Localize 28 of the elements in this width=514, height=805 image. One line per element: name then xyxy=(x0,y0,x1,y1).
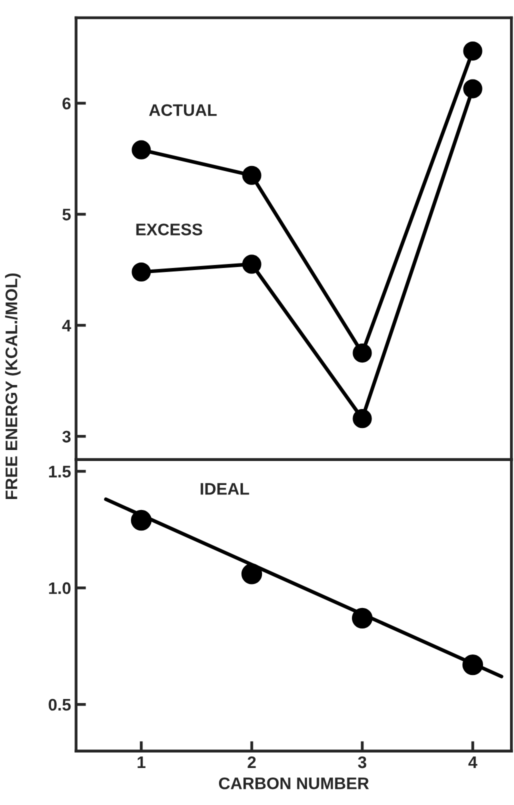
x-tick-label: 3 xyxy=(358,756,366,768)
point xyxy=(352,608,373,629)
series-label: ACTUAL xyxy=(149,104,217,116)
point xyxy=(463,41,482,61)
y-tick-label: 3 xyxy=(62,430,71,443)
y-tick-label: 6 xyxy=(62,98,71,110)
x-axis-title: CARBON NUMBER xyxy=(218,777,369,790)
x-tick-label: 2 xyxy=(248,756,256,768)
point xyxy=(463,79,482,98)
y-axis-title: FREE ENERGY (KCAL./MOL) xyxy=(5,273,21,500)
point xyxy=(241,564,262,584)
x-tick-label: 1 xyxy=(138,756,146,768)
point xyxy=(242,254,262,274)
y-tick-label: 1.5 xyxy=(49,466,71,478)
y-tick-label: 0.5 xyxy=(48,698,71,711)
y-tick-label: 4 xyxy=(62,320,72,332)
point xyxy=(352,344,372,363)
point xyxy=(242,166,262,185)
series-label: EXCESS xyxy=(136,224,202,236)
text: IDEAL xyxy=(200,483,250,495)
y-tick-label: 5 xyxy=(62,208,71,220)
point xyxy=(462,654,484,676)
point xyxy=(352,409,372,428)
y-tick-label: 1.0 xyxy=(49,582,71,594)
x-tick-label: 4 xyxy=(468,756,478,768)
point xyxy=(132,262,151,282)
point xyxy=(132,140,151,160)
point xyxy=(130,510,152,531)
